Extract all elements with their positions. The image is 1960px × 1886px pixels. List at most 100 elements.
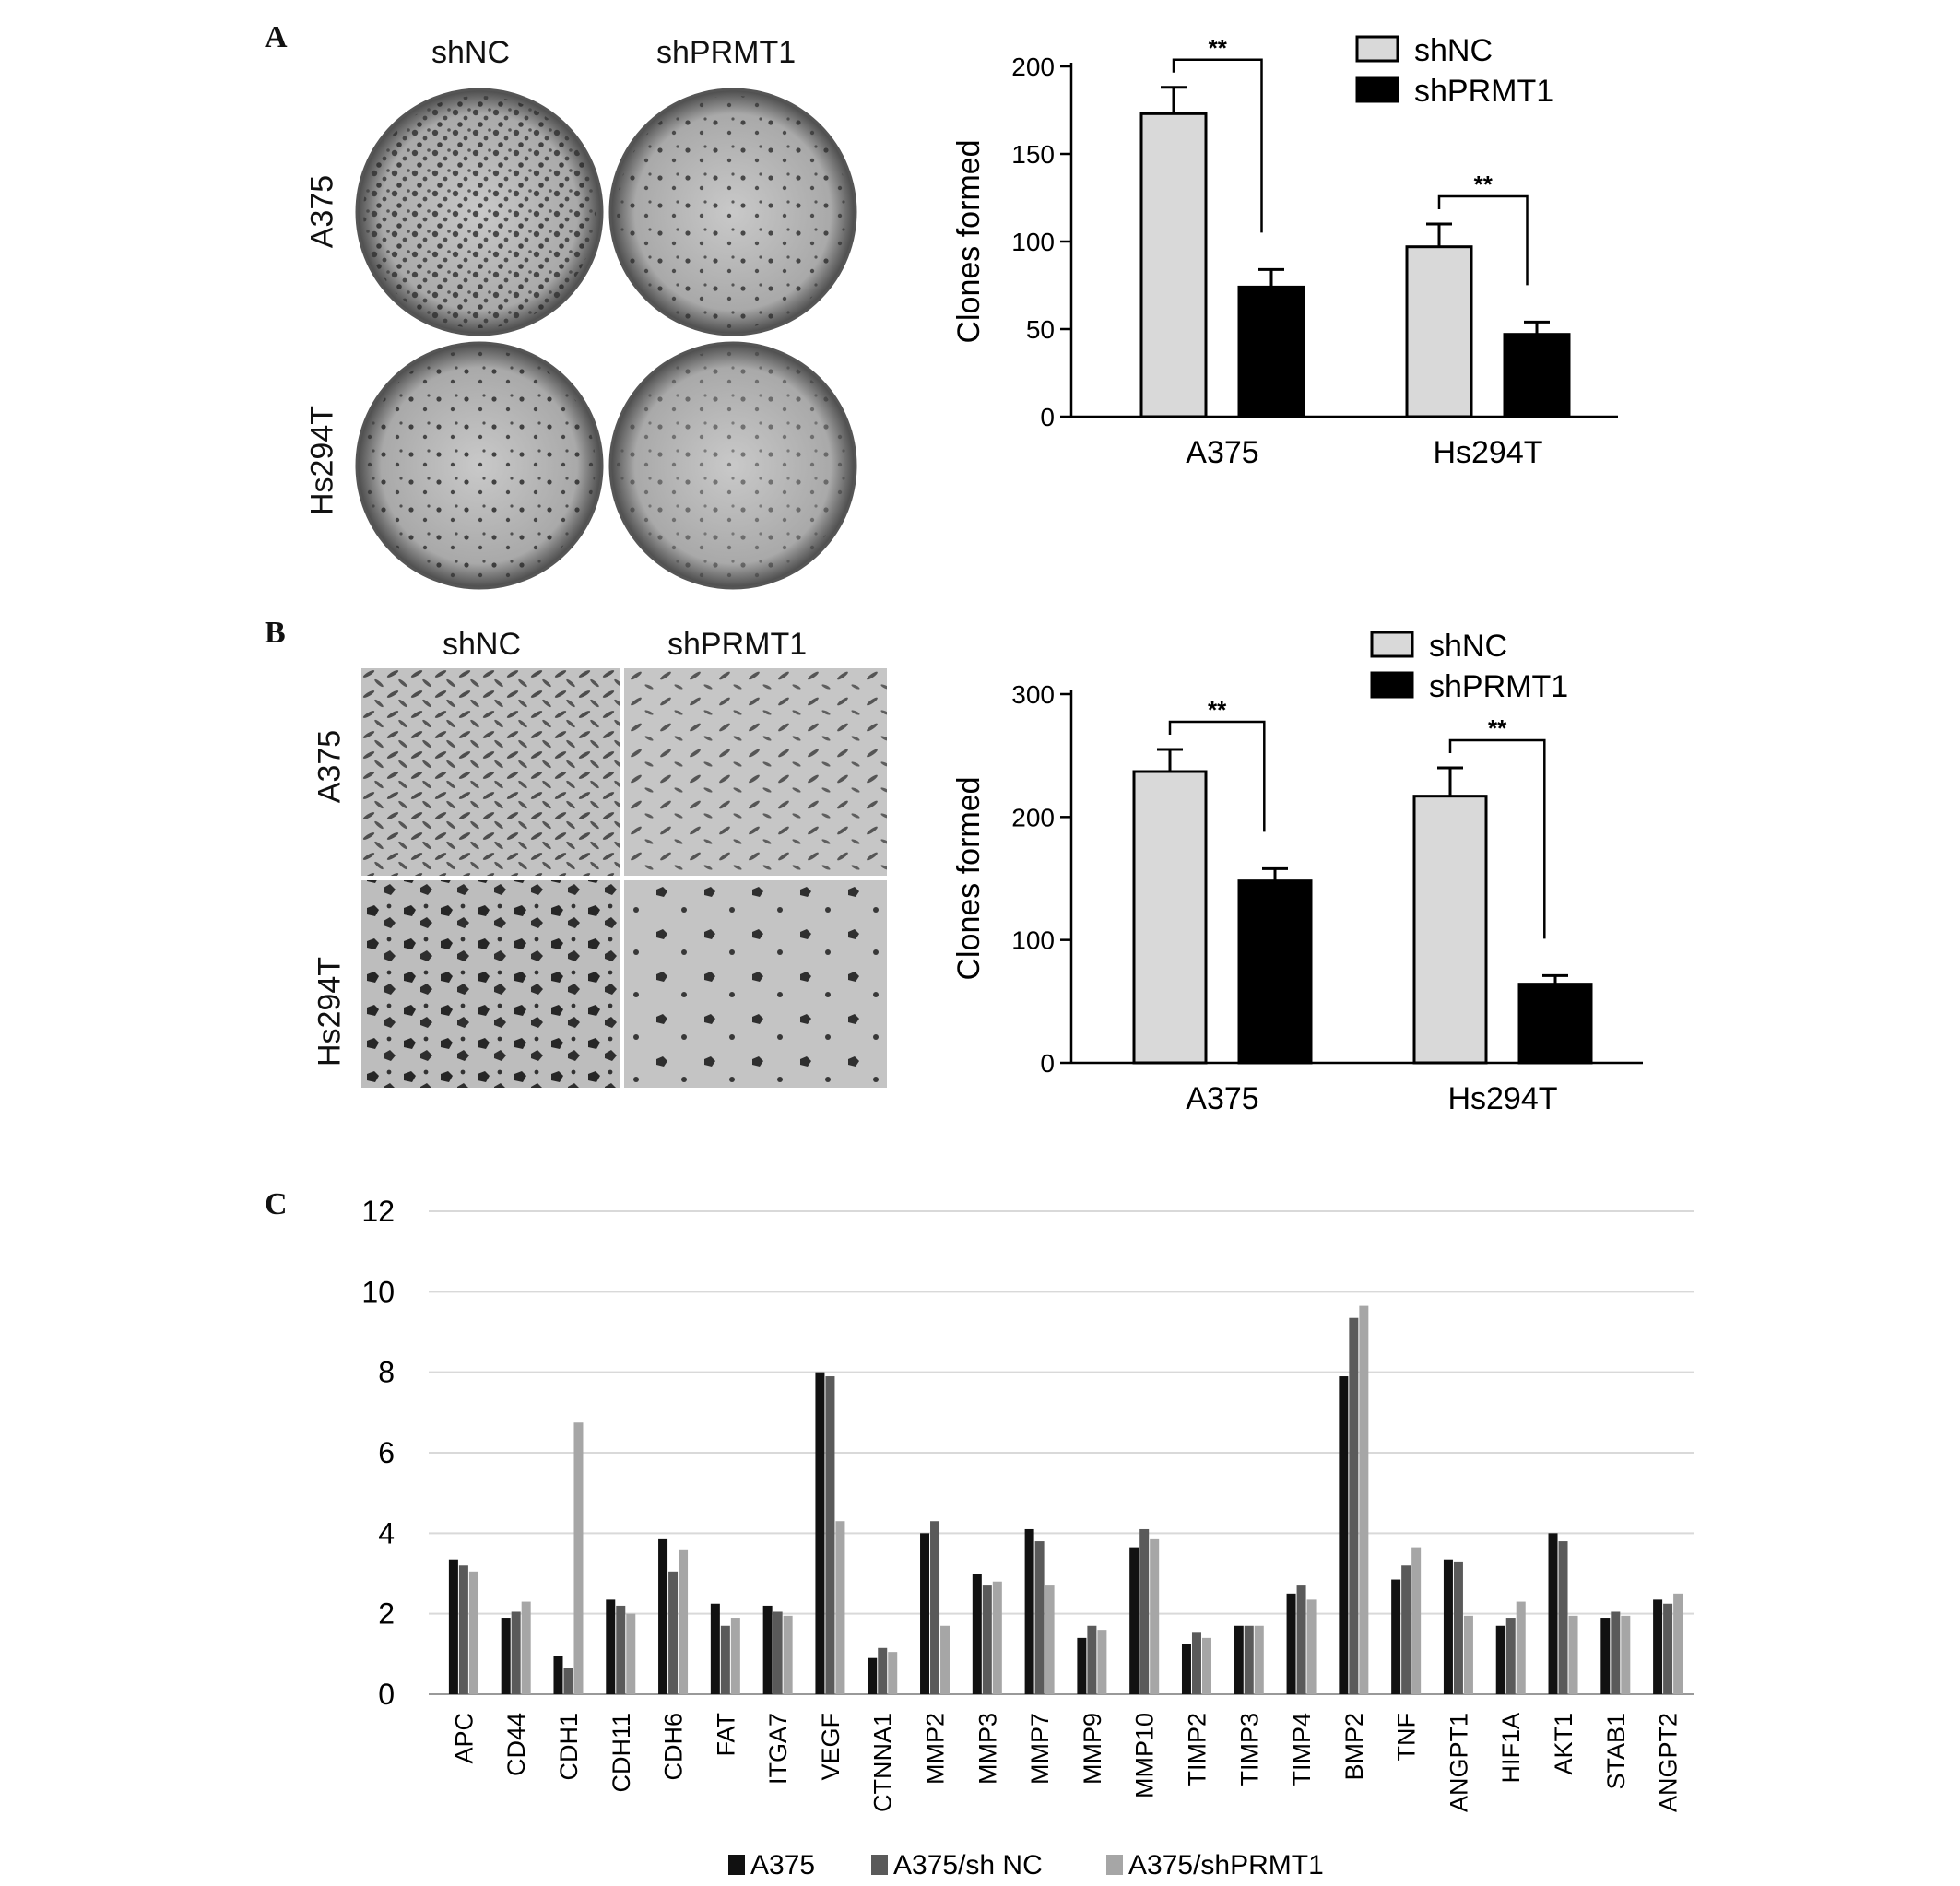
bar-A375/shPRMT1-VEGF: [835, 1521, 845, 1694]
y-axis-label: Clones formed: [951, 776, 986, 980]
bar-A375-TIMP3: [1234, 1625, 1244, 1694]
bar-A375/sh NC-APC: [458, 1565, 468, 1694]
bar-A375-TIMP4: [1286, 1593, 1296, 1694]
plate-hs294t-shnc: [355, 341, 604, 590]
x-tick-label: Hs294T: [1433, 435, 1542, 470]
bar-A375/shPRMT1-CDH6: [679, 1549, 689, 1694]
bar-A375-HIF1A: [1495, 1625, 1505, 1694]
legend-swatch-shPRMT1: [1355, 76, 1399, 103]
bar-A375/sh NC-AKT1: [1558, 1541, 1568, 1694]
bar-A375/sh NC-MMP7: [1034, 1541, 1045, 1694]
bar-A375-ANGPT1: [1443, 1559, 1453, 1694]
y-tick-label: 300: [1011, 680, 1055, 709]
x-tick-label: VEGF: [817, 1713, 844, 1781]
bar-A375-TIMP2: [1181, 1644, 1191, 1694]
bar-A375/shPRMT1-MMP3: [992, 1581, 1002, 1694]
bar-A375/shPRMT1-TIMP2: [1201, 1637, 1211, 1694]
legend-label-A375: A375: [750, 1850, 815, 1880]
transwell-images: [361, 668, 887, 1088]
bar-shNC-Hs294T: [1412, 795, 1488, 1065]
x-tick-label: MMP2: [922, 1713, 950, 1785]
x-tick-label: MMP7: [1026, 1713, 1054, 1785]
bar-A375/sh NC-BMP2: [1349, 1317, 1359, 1694]
bar-A375/shPRMT1-CDH1: [573, 1422, 584, 1694]
bar-A375/shPRMT1-TIMP4: [1306, 1599, 1317, 1694]
bar-A375/shPRMT1-STAB1: [1621, 1615, 1631, 1694]
panel-b-row-label-a375: A375: [312, 729, 348, 804]
bar-A375-CDH11: [606, 1599, 616, 1694]
panel-b-row-label-hs294t: Hs294T: [312, 956, 348, 1067]
y-tick-label: 200: [1011, 53, 1055, 81]
bar-A375/shPRMT1-BMP2: [1359, 1305, 1369, 1694]
bar-A375/shPRMT1-MMP9: [1097, 1630, 1107, 1694]
x-tick-label: TIMP2: [1183, 1713, 1210, 1786]
bar-A375-FAT: [710, 1603, 720, 1694]
bar-shPRMT1-A375: [1237, 879, 1313, 1065]
bar-A375/sh NC-TIMP4: [1296, 1585, 1306, 1694]
bar-A375/sh NC-CDH1: [563, 1668, 573, 1694]
bar-A375-BMP2: [1339, 1376, 1349, 1694]
bar-A375/sh NC-MMP2: [930, 1521, 940, 1694]
bar-A375/shPRMT1-HIF1A: [1516, 1601, 1526, 1694]
bar-A375/sh NC-CDH11: [616, 1605, 626, 1694]
chart-c-svg: 0 2 4 6 8 10 12 APC CD44 CDH1 CDH11 CDH6 FAT ITGA7 VEG…: [361, 1195, 1694, 1880]
panel-a-row-label-a375: A375: [304, 174, 340, 249]
x-tick-label: TIMP4: [1288, 1713, 1316, 1786]
chart-b: 0 100 200 300 Clones formed ** A375 ** Hs294T shN…: [922, 616, 1650, 1132]
legend-label-shNC: shNC: [1429, 629, 1507, 664]
y-tick-label: 10: [361, 1275, 395, 1308]
legend-swatch-A375/shPRMT1: [1106, 1855, 1123, 1875]
y-tick-label: 150: [1011, 140, 1055, 169]
legend-swatch-shNC: [1370, 631, 1414, 658]
bar-A375/sh NC-CTNNA1: [878, 1647, 888, 1694]
plate-a375-shnc: [355, 88, 604, 336]
legend-label-shNC: shNC: [1414, 33, 1493, 68]
bar-A375/sh NC-STAB1: [1611, 1611, 1621, 1694]
x-tick-label: MMP10: [1131, 1713, 1159, 1798]
panel-b-col-label-shprmt1: shPRMT1: [667, 627, 808, 662]
bar-A375-MMP10: [1129, 1547, 1139, 1694]
significance-bracket: [1172, 58, 1263, 233]
y-tick-label: 0: [1040, 403, 1055, 431]
bar-A375-MMP7: [1024, 1528, 1034, 1694]
bar-A375/shPRMT1-AKT1: [1568, 1615, 1578, 1694]
x-tick-label: HIF1A: [1497, 1713, 1525, 1784]
bar-A375-AKT1: [1548, 1533, 1558, 1694]
y-axis-label: Clones formed: [951, 139, 986, 343]
bar-A375/sh NC-MMP3: [982, 1585, 992, 1694]
x-tick-label: MMP9: [1079, 1713, 1106, 1785]
bar-A375-TNF: [1391, 1579, 1401, 1694]
bar-shPRMT1-A375: [1237, 285, 1305, 418]
significance-bracket: [1448, 738, 1546, 939]
legend-label-A375/shPRMT1: A375/shPRMT1: [1128, 1850, 1324, 1880]
bar-A375/shPRMT1-ANGPT1: [1463, 1615, 1473, 1694]
y-tick-label: 200: [1011, 803, 1055, 831]
field-a375-shnc: [361, 668, 620, 876]
y-tick-label: 100: [1011, 926, 1055, 955]
bar-shNC-A375: [1132, 770, 1208, 1065]
bar-A375/sh NC-TNF: [1401, 1565, 1411, 1694]
y-tick-label: 50: [1026, 315, 1055, 344]
y-tick-label: 6: [378, 1436, 395, 1469]
panel-letter-b: B: [265, 616, 286, 650]
plate-hs294t-shprmt1: [608, 341, 857, 590]
y-tick-label: 4: [378, 1516, 395, 1550]
legend-label-shPRMT1: shPRMT1: [1429, 669, 1568, 704]
bar-A375-MMP2: [920, 1533, 930, 1694]
bar-A375/shPRMT1-APC: [468, 1571, 478, 1694]
y-tick-label: 0: [1040, 1049, 1055, 1078]
field-a375-shprmt1: [624, 668, 887, 876]
x-tick-label: CTNNA1: [869, 1713, 897, 1812]
bar-A375-ANGPT2: [1653, 1599, 1663, 1694]
x-tick-label: MMP3: [974, 1713, 1001, 1785]
panel-letter-c: C: [265, 1187, 288, 1221]
chart-a-svg: 0 50 100 150 200 Clones formed ** A375 ** Hs294T s…: [951, 33, 1618, 470]
bar-A375/sh NC-CDH6: [668, 1571, 679, 1694]
bar-A375/sh NC-TIMP2: [1191, 1632, 1201, 1694]
chart-a: 0 50 100 150 200 Clones formed ** A375 ** Hs294T s…: [922, 18, 1623, 498]
legend-label-A375/sh NC: A375/sh NC: [893, 1850, 1043, 1880]
bar-A375/shPRMT1-TIMP3: [1254, 1625, 1264, 1694]
bar-A375-CTNNA1: [868, 1657, 878, 1694]
x-tick-label: Hs294T: [1447, 1081, 1557, 1116]
plate-a375-shprmt1: [608, 88, 857, 336]
